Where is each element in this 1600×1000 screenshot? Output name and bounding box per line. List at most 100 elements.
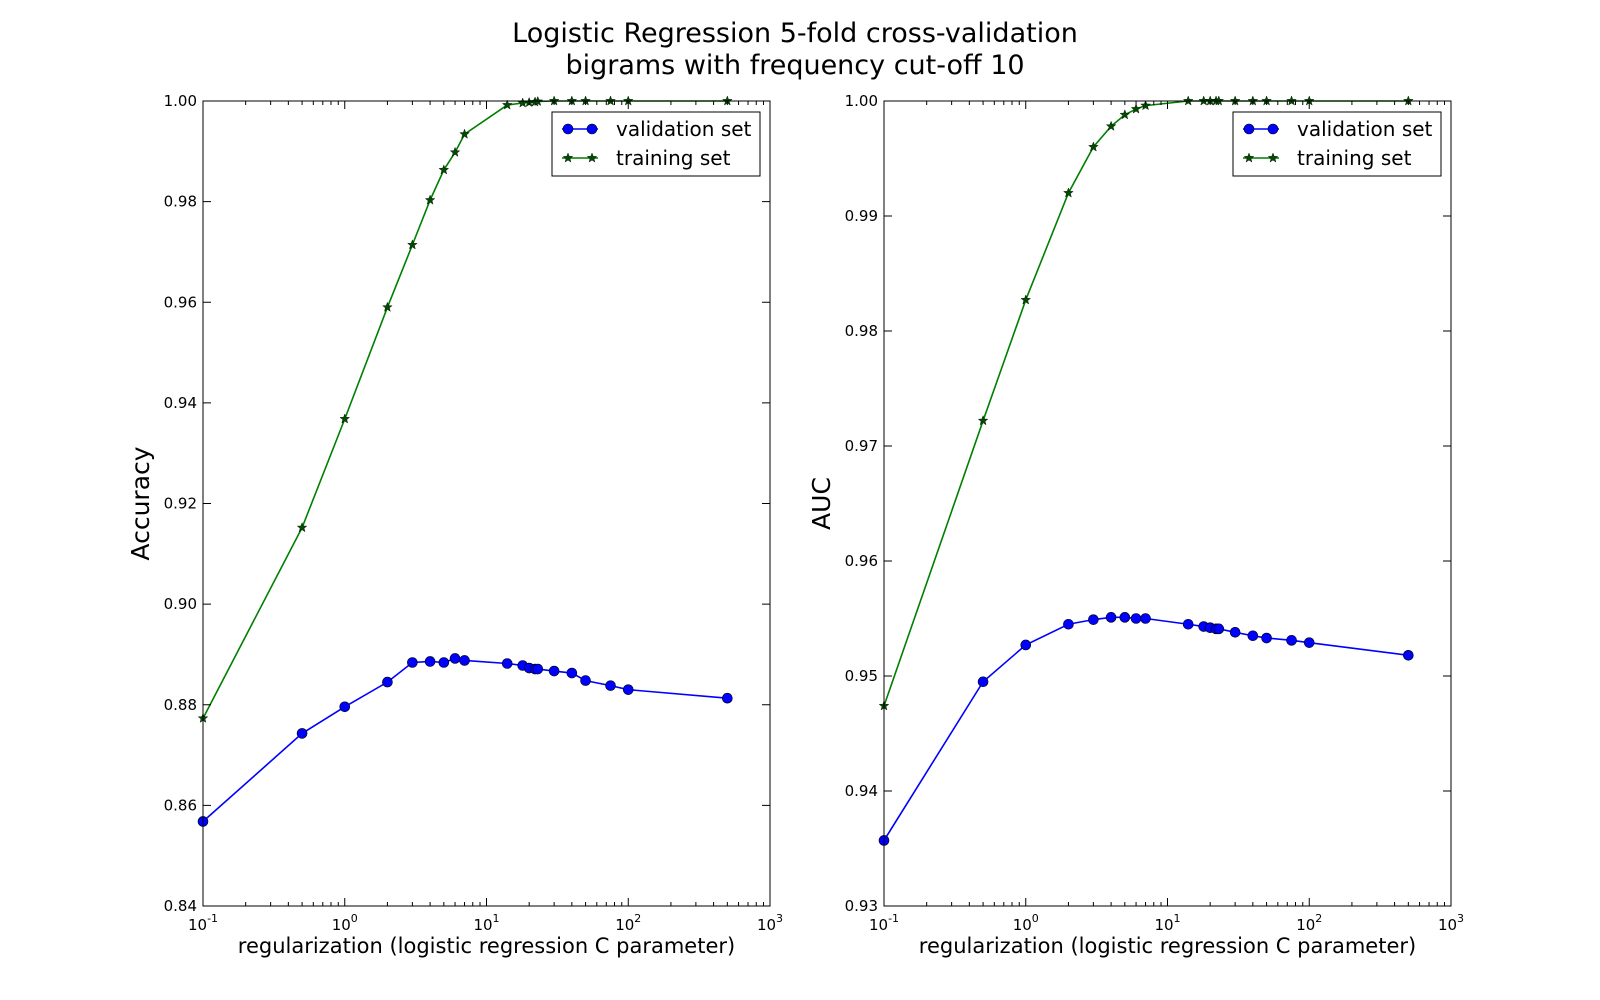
- legend-marker: [586, 123, 598, 135]
- legend-marker: [1267, 123, 1279, 135]
- validation-point: [449, 653, 461, 664]
- validation-point: [1140, 613, 1151, 624]
- validation-point: [1303, 637, 1315, 648]
- training-point: [1063, 187, 1074, 198]
- y-axis-label: AUC: [807, 477, 836, 530]
- validation-point: [722, 692, 733, 704]
- legend-marker: [586, 152, 598, 163]
- training-point: [438, 164, 450, 175]
- legend-marker: [1243, 152, 1255, 163]
- legend-marker: [562, 152, 574, 163]
- validation-point: [501, 658, 513, 669]
- y-tick-label: 0.98: [845, 322, 878, 340]
- x-axis-label: regularization (logistic regression C pa…: [919, 934, 1416, 958]
- accuracy-plot: 10-1 100 101 102 103 0.84 0.86 0.88 0.90 0.92 0.94…: [126, 92, 783, 958]
- validation-point: [580, 675, 591, 686]
- validation-point: [382, 676, 393, 688]
- validation-point: [1105, 612, 1117, 623]
- y-tick-label: 1.00: [164, 92, 197, 110]
- training-point: [1105, 120, 1117, 131]
- x-tick-label: 103: [757, 912, 783, 934]
- validation-point: [1213, 623, 1225, 635]
- legend: validation set training set: [551, 111, 761, 177]
- y-tick-label: 0.94: [845, 782, 878, 800]
- y-tick-label: 1.00: [845, 92, 878, 110]
- validation-point: [438, 657, 450, 668]
- chart-title-line-2: bigrams with frequency cut-off 10: [565, 50, 1024, 81]
- validation-point: [1229, 626, 1241, 638]
- training-point: [1020, 294, 1032, 305]
- x-tick-label: 101: [473, 912, 499, 934]
- y-tick-label: 0.96: [845, 552, 878, 570]
- training-point: [501, 99, 513, 110]
- legend-box: [1232, 111, 1442, 177]
- legend-label: training set: [1297, 146, 1412, 170]
- validation-point: [1063, 618, 1074, 630]
- validation-point: [424, 656, 436, 667]
- validation-point: [1403, 649, 1414, 661]
- validation-point: [1130, 613, 1142, 624]
- training-point: [1130, 103, 1142, 114]
- legend-label: validation set: [1297, 117, 1433, 141]
- validation-point: [1261, 632, 1272, 644]
- validation-point: [1247, 630, 1259, 642]
- validation-point: [407, 657, 418, 668]
- y-tick-label: 0.90: [164, 595, 197, 613]
- x-tick-label: 10-1: [188, 912, 218, 934]
- x-tick-label: 102: [1296, 912, 1322, 934]
- legend: validation set training set: [1232, 111, 1442, 177]
- y-tick-label: 0.84: [164, 897, 197, 915]
- legend-label: training set: [616, 146, 731, 170]
- training-point: [382, 301, 393, 312]
- legend-marker: [1243, 123, 1255, 135]
- x-tick-label: 101: [1154, 912, 1180, 934]
- x-tick-label: 103: [1438, 912, 1464, 934]
- y-tick-label: 0.98: [164, 193, 197, 211]
- training-point: [296, 522, 308, 533]
- training-point: [424, 194, 436, 205]
- training-point: [449, 146, 461, 157]
- training-point: [1119, 109, 1131, 120]
- y-tick-label: 0.92: [164, 495, 197, 513]
- chart-title-line-1: Logistic Regression 5-fold cross-validat…: [512, 18, 1078, 49]
- training-point: [339, 413, 351, 424]
- validation-point: [459, 655, 470, 666]
- legend-label: validation set: [616, 117, 752, 141]
- x-tick-label: 100: [332, 912, 358, 934]
- x-tick-label: 102: [615, 912, 641, 934]
- legend-marker: [562, 123, 574, 135]
- x-axis-label: regularization (logistic regression C pa…: [238, 934, 735, 958]
- validation-point: [1286, 635, 1297, 646]
- auc-plot: 10-1 100 101 102 103 0.93 0.94 0.95 0.96 0.97 0.98…: [807, 92, 1464, 958]
- validation-point: [1020, 639, 1032, 651]
- training-point: [459, 128, 470, 139]
- y-tick-label: 0.99: [845, 207, 878, 225]
- validation-point: [1088, 614, 1099, 625]
- x-tick-label: 100: [1013, 912, 1039, 934]
- y-axis-label: Accuracy: [126, 446, 155, 560]
- validation-point: [532, 663, 544, 675]
- validation-point: [296, 728, 308, 739]
- y-tick-label: 0.97: [845, 437, 878, 455]
- training-point: [1088, 141, 1099, 152]
- validation-point: [977, 676, 989, 688]
- validation-point: [548, 665, 560, 677]
- training-point: [407, 239, 418, 250]
- y-tick-label: 0.94: [164, 394, 197, 412]
- y-tick-label: 0.95: [845, 667, 878, 685]
- legend-marker: [1267, 152, 1279, 163]
- y-tick-label: 0.88: [164, 696, 197, 714]
- y-tick-label: 0.96: [164, 293, 197, 311]
- validation-point: [566, 667, 578, 679]
- x-tick-label: 10-1: [869, 912, 899, 934]
- y-tick-label: 0.86: [164, 796, 197, 814]
- validation-point: [1182, 618, 1194, 630]
- training-point: [977, 415, 989, 426]
- training-point: [1140, 100, 1151, 111]
- legend-box: [551, 111, 761, 177]
- validation-point: [1119, 612, 1131, 623]
- validation-point: [339, 701, 351, 713]
- y-tick-label: 0.93: [845, 897, 878, 915]
- validation-point: [622, 684, 634, 695]
